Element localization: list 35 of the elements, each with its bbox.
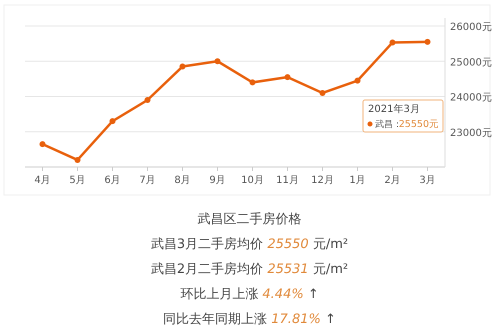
x-tick-label: 9月 <box>209 175 226 186</box>
x-tick-label: 10月 <box>241 175 264 186</box>
x-tick-label: 2月 <box>384 175 401 186</box>
point <box>354 78 360 84</box>
text: 武昌区二手房价格 <box>196 211 302 228</box>
text: 同比去年同期上涨 17.81% ↑ <box>162 311 337 328</box>
text: 武昌2月二手房均价 25531 元/m² <box>150 261 350 278</box>
point <box>284 74 290 80</box>
y-tick-label: 23000元 <box>450 128 492 139</box>
point <box>250 79 256 86</box>
y-tick-label: 26000元 <box>450 22 492 33</box>
point <box>214 58 220 64</box>
point <box>110 118 116 124</box>
x-tick-label: 5月 <box>69 175 86 186</box>
y-tick-label: 25000元 <box>450 57 492 68</box>
y-tick-label: 24000元 <box>450 92 492 104</box>
x-tick-label: 8月 <box>174 175 191 186</box>
point <box>424 38 430 45</box>
point <box>180 64 186 70</box>
point <box>320 90 326 96</box>
point <box>40 141 46 148</box>
point <box>390 40 396 46</box>
annotation: 2021年3月 <box>368 103 420 115</box>
x-tick-label: 1月 <box>349 175 366 186</box>
x-tick-label: 4月 <box>34 175 51 186</box>
text: 环比上月上涨 4.44% ↑ <box>179 286 320 303</box>
x-tick-label: 12月 <box>311 175 334 186</box>
text: 武昌3月二手房均价 25550 元/m² <box>150 236 350 253</box>
x-tick-label: 6月 <box>104 175 121 186</box>
annotation: 25550元 <box>398 119 439 130</box>
x-tick-label: 11月 <box>276 175 299 186</box>
point <box>144 97 150 104</box>
x-tick-label: 3月 <box>419 175 436 186</box>
x-tick-label: 7月 <box>139 175 156 186</box>
point <box>74 156 80 163</box>
